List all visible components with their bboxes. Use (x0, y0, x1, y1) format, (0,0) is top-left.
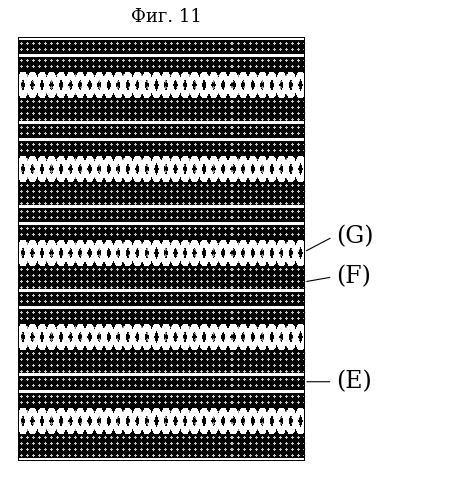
Text: Фиг. 11: Фиг. 11 (130, 8, 201, 26)
Text: (F): (F) (337, 265, 372, 288)
Text: (G): (G) (337, 226, 374, 249)
Text: (E): (E) (337, 370, 372, 393)
